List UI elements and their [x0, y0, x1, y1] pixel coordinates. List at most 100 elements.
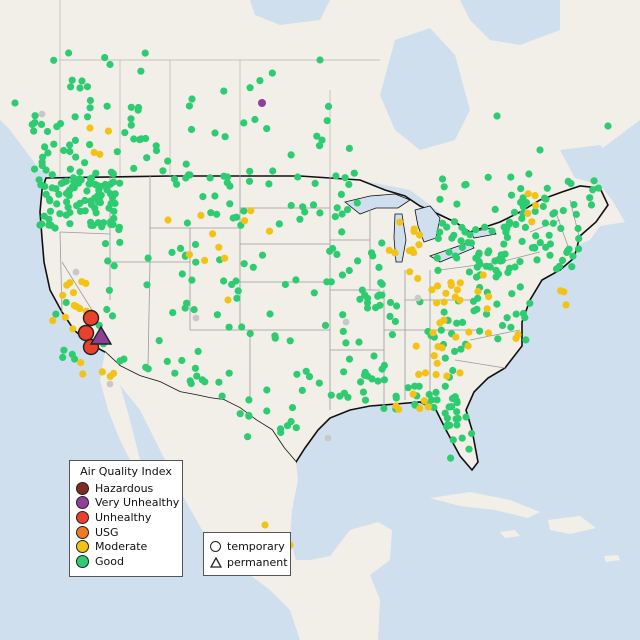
good-station-marker[interactable]: [45, 195, 54, 203]
good-station-marker[interactable]: [120, 355, 128, 363]
good-station-marker[interactable]: [341, 174, 349, 182]
moderate-station-marker[interactable]: [164, 216, 172, 224]
good-station-marker[interactable]: [67, 83, 75, 91]
moderate-station-marker[interactable]: [453, 286, 461, 294]
moderate-station-marker[interactable]: [416, 231, 424, 239]
good-station-marker[interactable]: [88, 174, 96, 182]
moderate-station-marker[interactable]: [474, 287, 482, 296]
moderate-markers[interactable]: [49, 124, 570, 549]
good-station-marker[interactable]: [453, 200, 461, 208]
good-station-marker[interactable]: [438, 219, 446, 227]
good-station-marker[interactable]: [143, 154, 151, 162]
good-station-marker[interactable]: [415, 382, 423, 390]
good-station-marker[interactable]: [505, 220, 513, 228]
good-station-marker[interactable]: [142, 363, 150, 371]
good-station-marker[interactable]: [310, 289, 318, 297]
good-station-marker[interactable]: [589, 186, 597, 194]
moderate-station-marker[interactable]: [265, 227, 274, 235]
moderate-station-marker[interactable]: [528, 218, 536, 226]
good-station-marker[interactable]: [256, 77, 264, 85]
good-station-marker[interactable]: [71, 136, 79, 144]
good-station-marker[interactable]: [107, 190, 115, 198]
good-station-marker[interactable]: [35, 176, 43, 184]
good-station-marker[interactable]: [586, 194, 594, 202]
moderate-station-marker[interactable]: [447, 281, 455, 289]
good-station-marker[interactable]: [340, 389, 348, 397]
good-station-marker[interactable]: [78, 77, 86, 85]
good-station-marker[interactable]: [168, 248, 176, 256]
good-station-marker[interactable]: [393, 302, 401, 310]
good-station-marker[interactable]: [546, 251, 554, 259]
moderate-station-marker[interactable]: [396, 218, 404, 226]
good-station-marker[interactable]: [374, 377, 382, 385]
good-station-marker[interactable]: [570, 201, 578, 209]
moderate-station-marker[interactable]: [90, 148, 98, 156]
good-station-marker[interactable]: [66, 147, 74, 156]
good-station-marker[interactable]: [380, 376, 388, 384]
good-station-marker[interactable]: [492, 266, 500, 274]
good-station-marker[interactable]: [453, 399, 461, 407]
good-station-marker[interactable]: [101, 54, 109, 62]
good-station-marker[interactable]: [56, 120, 65, 128]
good-station-marker[interactable]: [30, 165, 39, 173]
good-station-marker[interactable]: [277, 428, 285, 437]
good-station-marker[interactable]: [43, 127, 52, 136]
good-station-marker[interactable]: [115, 226, 123, 234]
good-station-marker[interactable]: [441, 382, 449, 390]
moderate-station-marker[interactable]: [201, 256, 209, 264]
good-station-marker[interactable]: [271, 334, 279, 342]
moderate-station-marker[interactable]: [70, 301, 78, 310]
good-station-marker[interactable]: [332, 172, 340, 180]
moderate-station-marker[interactable]: [412, 342, 420, 350]
good-station-marker[interactable]: [457, 237, 465, 245]
good-station-marker[interactable]: [440, 308, 448, 316]
good-station-marker[interactable]: [378, 239, 386, 247]
good-station-marker[interactable]: [143, 281, 151, 289]
good-station-marker[interactable]: [191, 240, 200, 249]
moderate-station-marker[interactable]: [433, 299, 441, 307]
good-station-marker[interactable]: [378, 291, 386, 299]
good-station-marker[interactable]: [470, 307, 478, 315]
good-station-marker[interactable]: [113, 148, 121, 156]
good-station-marker[interactable]: [354, 257, 362, 265]
good-station-marker[interactable]: [263, 407, 271, 415]
good-station-marker[interactable]: [81, 159, 89, 167]
good-station-marker[interactable]: [340, 368, 348, 376]
good-station-marker[interactable]: [386, 298, 395, 307]
good-station-marker[interactable]: [517, 185, 525, 193]
good-station-marker[interactable]: [377, 279, 385, 287]
good-station-marker[interactable]: [333, 204, 341, 212]
good-station-marker[interactable]: [188, 95, 196, 103]
moderate-station-marker[interactable]: [465, 328, 473, 336]
good-station-marker[interactable]: [188, 276, 196, 284]
moderate-station-marker[interactable]: [98, 368, 106, 376]
good-station-marker[interactable]: [38, 220, 46, 228]
moderate-station-marker[interactable]: [484, 329, 492, 337]
good-station-marker[interactable]: [518, 237, 526, 245]
good-station-marker[interactable]: [223, 179, 231, 187]
good-station-marker[interactable]: [65, 49, 73, 57]
good-station-marker[interactable]: [462, 180, 470, 189]
good-station-marker[interactable]: [240, 119, 248, 127]
good-station-marker[interactable]: [539, 202, 547, 211]
good-station-marker[interactable]: [526, 299, 534, 307]
good-station-marker[interactable]: [186, 171, 194, 179]
good-station-marker[interactable]: [292, 276, 300, 284]
good-station-marker[interactable]: [440, 183, 448, 191]
good-station-marker[interactable]: [315, 379, 323, 387]
moderate-station-marker[interactable]: [104, 127, 112, 135]
good-station-marker[interactable]: [251, 115, 259, 124]
good-station-marker[interactable]: [356, 295, 364, 303]
good-station-marker[interactable]: [225, 323, 233, 331]
good-station-marker[interactable]: [186, 377, 194, 385]
good-station-marker[interactable]: [404, 384, 412, 392]
good-station-marker[interactable]: [434, 234, 442, 243]
good-station-marker[interactable]: [345, 144, 353, 152]
good-station-marker[interactable]: [445, 248, 453, 256]
good-station-marker[interactable]: [316, 56, 324, 64]
good-station-marker[interactable]: [187, 125, 196, 134]
moderate-station-marker[interactable]: [456, 279, 464, 287]
good-station-marker[interactable]: [134, 106, 142, 114]
